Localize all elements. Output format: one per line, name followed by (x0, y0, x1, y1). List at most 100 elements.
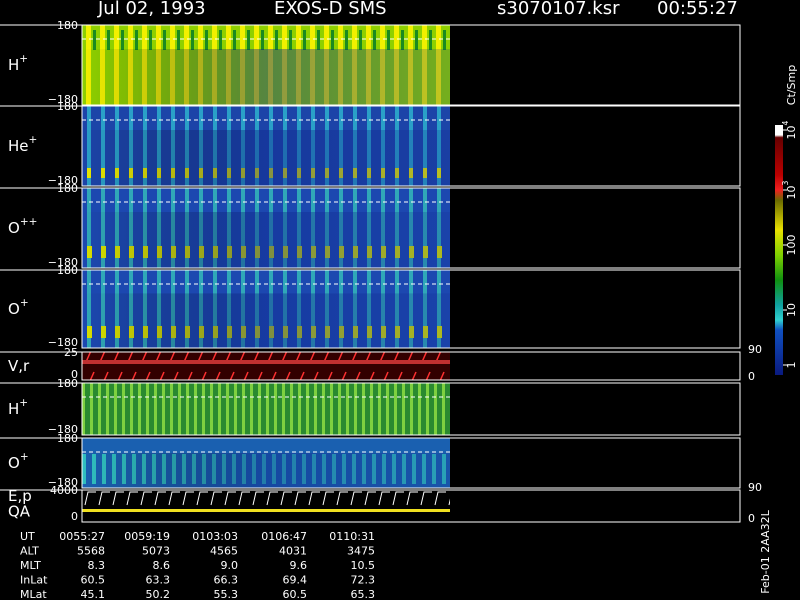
colorbar-tick-label-sup: 4 (781, 120, 790, 125)
panel-label-sup: + (19, 397, 28, 409)
y-tick-label: 0 (71, 368, 78, 381)
row-value: 10.5 (351, 559, 376, 572)
side-note: Feb-01 2AA32L (759, 509, 772, 593)
panel-label-base: H (8, 400, 19, 418)
row-label: MLat (20, 588, 47, 600)
colorbar-tick-label: 100 (785, 235, 798, 256)
colorbar-tick-label: 10 (785, 303, 798, 317)
y2-tick-label: 90 (748, 343, 762, 356)
panel-label-base: E,p (8, 487, 32, 505)
header-date: Jul 02, 1993 (97, 0, 206, 19)
row-value: 5568 (77, 545, 105, 558)
panel-label: V,r (8, 357, 30, 375)
panel-label: He+ (8, 134, 37, 155)
y-tick-label: 4000 (50, 484, 78, 497)
panel-label: O+ (8, 451, 29, 472)
y-tick-label: −180 (48, 423, 78, 436)
row-value: 45.1 (81, 588, 106, 600)
row-label: ALT (20, 545, 39, 558)
y-tick-label: 180 (57, 100, 78, 113)
panel-label-base: O (8, 454, 20, 472)
panel-label: O+ (8, 297, 29, 318)
spectrogram (82, 490, 450, 522)
spectrogram (82, 352, 450, 380)
row-value: 9.6 (290, 559, 308, 572)
colorbar-tick-label-base: 10 (785, 303, 798, 317)
row-label: UT (20, 530, 35, 543)
spectrogram-shade (82, 293, 450, 348)
row-value: 60.5 (81, 574, 106, 587)
panel-label-base: V,r (8, 357, 30, 375)
row-value: 0103:03 (192, 530, 238, 543)
row-value: 5073 (142, 545, 170, 558)
colorbar (775, 125, 783, 375)
y-tick-label: 180 (57, 377, 78, 390)
y-tick-label: −180 (48, 336, 78, 349)
row-value: 0106:47 (261, 530, 307, 543)
header-file: s3070107.ksr (497, 0, 620, 19)
panel-label-sup: + (20, 451, 29, 463)
y-tick-label: 25 (64, 346, 78, 359)
panel-label: E,p (8, 487, 32, 505)
row-value: 8.6 (153, 559, 171, 572)
row-value: 9.0 (221, 559, 239, 572)
row-value: 4031 (279, 545, 307, 558)
panel-label-base: O (8, 300, 20, 318)
row-value: 4565 (210, 545, 238, 558)
row-value: 0110:31 (329, 530, 375, 543)
panel-label-sup: + (29, 134, 38, 146)
row-value: 69.4 (283, 574, 308, 587)
panel-label: O++ (8, 216, 37, 237)
y-tick-label: 0 (71, 510, 78, 523)
y-tick-label: −180 (48, 93, 78, 106)
panel-label-base: H (8, 56, 19, 74)
y2-tick-label: 90 (748, 481, 762, 494)
panel-label-sup: + (20, 297, 29, 309)
row-value: 8.3 (88, 559, 106, 572)
y-tick-label: 180 (57, 432, 78, 445)
row-value: 50.2 (146, 588, 171, 600)
header-time: 00:55:27 (657, 0, 738, 19)
colorbar-tick-label: 103 (781, 180, 798, 199)
spectrogram-shade (82, 212, 450, 268)
row-value: 65.3 (351, 588, 376, 600)
spectrogram (82, 383, 450, 435)
y-tick-label: 180 (57, 182, 78, 195)
colorbar-tick-label: 1 (785, 362, 798, 369)
y-tick-label: 180 (57, 264, 78, 277)
header-instrument: EXOS-D SMS (274, 0, 387, 19)
row-value: 60.5 (283, 588, 308, 600)
spectrogram-shade (82, 130, 450, 186)
row-value: 55.3 (214, 588, 239, 600)
y-tick-label: 180 (57, 19, 78, 32)
y-tick-label: −180 (48, 256, 78, 269)
panel-label: H+ (8, 53, 28, 74)
panel-label-sup: ++ (20, 216, 38, 228)
colorbar-tick-label-base: 1 (785, 362, 798, 369)
row-value: 66.3 (214, 574, 239, 587)
spectrogram-shade (82, 453, 450, 488)
panel-label-base: He (8, 137, 29, 155)
row-label: InLat (20, 574, 48, 587)
colorbar-tick-label-base: 10 (785, 185, 798, 199)
row-value: 3475 (347, 545, 375, 558)
row-value: 0059:19 (124, 530, 170, 543)
panel-label-base: O (8, 219, 20, 237)
spectrogram-shade (82, 49, 450, 105)
y-tick-label: −180 (48, 174, 78, 187)
y2-tick-label: 0 (748, 370, 755, 383)
y-tick-label: −180 (48, 476, 78, 489)
colorbar-tick-label-sup: 3 (781, 180, 790, 185)
colorbar-tick-label-base: 10 (785, 125, 798, 139)
row-value: 0055:27 (59, 530, 105, 543)
row-value: 63.3 (146, 574, 171, 587)
colorbar-tick-label-base: 100 (785, 235, 798, 256)
row-value: 72.3 (351, 574, 376, 587)
panel-label: QA (8, 503, 31, 521)
row-label: MLT (20, 559, 41, 572)
panel-label-sup: + (19, 53, 28, 65)
y2-tick-label: 0 (748, 512, 755, 525)
colorbar-tick-label: 104 (781, 120, 798, 139)
colorbar-title: Ct/Smp (785, 65, 798, 105)
